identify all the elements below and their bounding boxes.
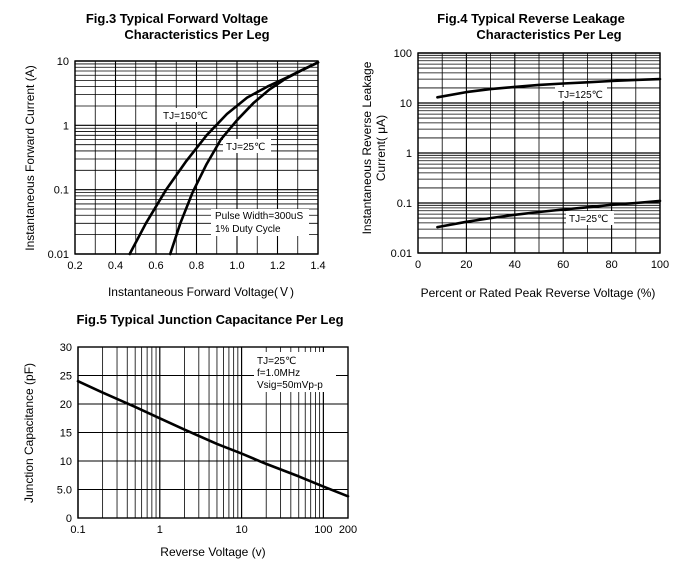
fig5-x-label: Reverse Voltage (v) [160,545,265,559]
fig5-title: Fig.5 Typical Junction Capacitance Per L… [76,312,343,327]
y-tick-label: 0 [66,513,72,525]
fig4-y-label-line1: Instantaneous Reverse Leakage [360,61,374,234]
y-tick-label: 20 [60,399,72,411]
fig5-note-vsig: Vsig=50mVp-p [257,380,323,391]
fig3-note-pulse: Pulse Width=300uS [215,211,303,222]
fig3-y-ticks: 0.01 0.1 1 10 [48,56,69,261]
fig4-label-25: TJ=25℃ [569,214,608,225]
y-tick-label: 25 [60,371,72,383]
fig3-x-label: Instantaneous Forward Voltage(Ｖ) [108,285,294,299]
x-tick-label: 1 [157,524,163,536]
fig3-subtitle: Characteristics Per Leg [124,27,269,42]
fig4-title: Fig.4 Typical Reverse Leakage [437,11,625,26]
x-tick-label: 80 [605,259,617,271]
fig5-note-tj: TJ=25℃ [257,356,296,367]
x-tick-label: 0.8 [189,260,204,272]
fig4-grid [417,52,661,254]
series-line [436,77,662,99]
plot-frame [417,52,661,254]
fig4-subtitle: Characteristics Per Leg [476,27,621,42]
fig4-y-ticks: 0.01 0.1 1 10 100 [391,48,412,260]
x-tick-label: 1.4 [310,260,325,272]
fig3-x-ticks: 0.2 0.4 0.6 0.8 1.0 1.2 1.4 [67,260,325,272]
y-tick-label: 5.0 [57,485,72,497]
fig4-x-ticks: 0 20 40 60 80 100 [415,259,669,271]
fig4-label-125: TJ=125℃ [558,90,603,101]
y-tick-label: 1 [406,148,412,160]
fig3-label-25-bg [223,139,271,153]
fig4-x-label: Percent or Rated Peak Reverse Voltage (%… [421,286,656,300]
x-tick-label: 40 [509,259,521,271]
fig3-label-150-bg [160,108,210,122]
fig4-label-25-bg [566,211,614,225]
y-tick-label: 0.01 [48,249,69,261]
y-tick-label: 15 [60,428,72,440]
fig5-note-freq: f=1.0MHz [257,368,300,379]
fig3-grid [74,60,319,255]
fig3-note-box [211,209,309,236]
fig5-y-label: Junction Capacitance (pF) [22,363,36,503]
y-tick-label: 100 [394,48,412,60]
plot-frame [77,346,349,519]
fig5-x-ticks: 0.1 1 10 100 200 [70,524,357,536]
x-tick-label: 100 [314,524,332,536]
y-tick-label: 1 [63,120,69,132]
y-tick-label: 10 [400,98,412,110]
x-tick-label: 0 [415,259,421,271]
x-tick-label: 0.2 [67,260,82,272]
x-tick-label: 1.2 [270,260,285,272]
fig3-label-25: TJ=25℃ [226,142,265,153]
fig4-label-125-bg [555,87,607,101]
series-line [76,379,350,498]
fig3-y-label: Instantaneous Forward Current (A) [23,65,37,250]
x-tick-label: 60 [557,259,569,271]
x-tick-label: 1.0 [229,260,244,272]
plot-frame [74,60,319,255]
fig4-y-label-line2: Current( μA) [374,115,388,181]
x-tick-label: 10 [235,524,247,536]
fig4-chart: Fig.4 Typical Reverse Leakage Characteri… [360,11,669,300]
x-tick-label: 20 [460,259,472,271]
series-line [168,61,320,256]
fig5-series [76,379,350,498]
fig4-series [436,77,662,229]
x-tick-label: 0.1 [70,524,85,536]
y-tick-label: 0.1 [397,198,412,210]
fig5-y-ticks: 0 5.0 10 15 20 25 30 [57,342,72,525]
x-tick-label: 0.6 [148,260,163,272]
x-tick-label: 200 [339,524,357,536]
fig3-label-150: TJ=150℃ [163,111,208,122]
fig5-chart: Fig.5 Typical Junction Capacitance Per L… [22,312,357,559]
series-line [436,199,662,229]
fig3-series [128,61,320,256]
y-tick-label: 0.1 [54,185,69,197]
y-tick-label: 0.01 [391,248,412,260]
fig3-chart: Fig.3 Typical Forward Voltage Characteri… [23,11,326,299]
y-tick-label: 30 [60,342,72,354]
y-tick-label: 10 [60,456,72,468]
fig5-note-box [254,352,336,392]
fig3-title: Fig.3 Typical Forward Voltage [86,11,268,26]
x-tick-label: 100 [651,259,669,271]
x-tick-label: 0.4 [108,260,123,272]
y-tick-label: 10 [57,56,69,68]
fig3-note-duty: 1% Duty Cycle [215,224,281,235]
